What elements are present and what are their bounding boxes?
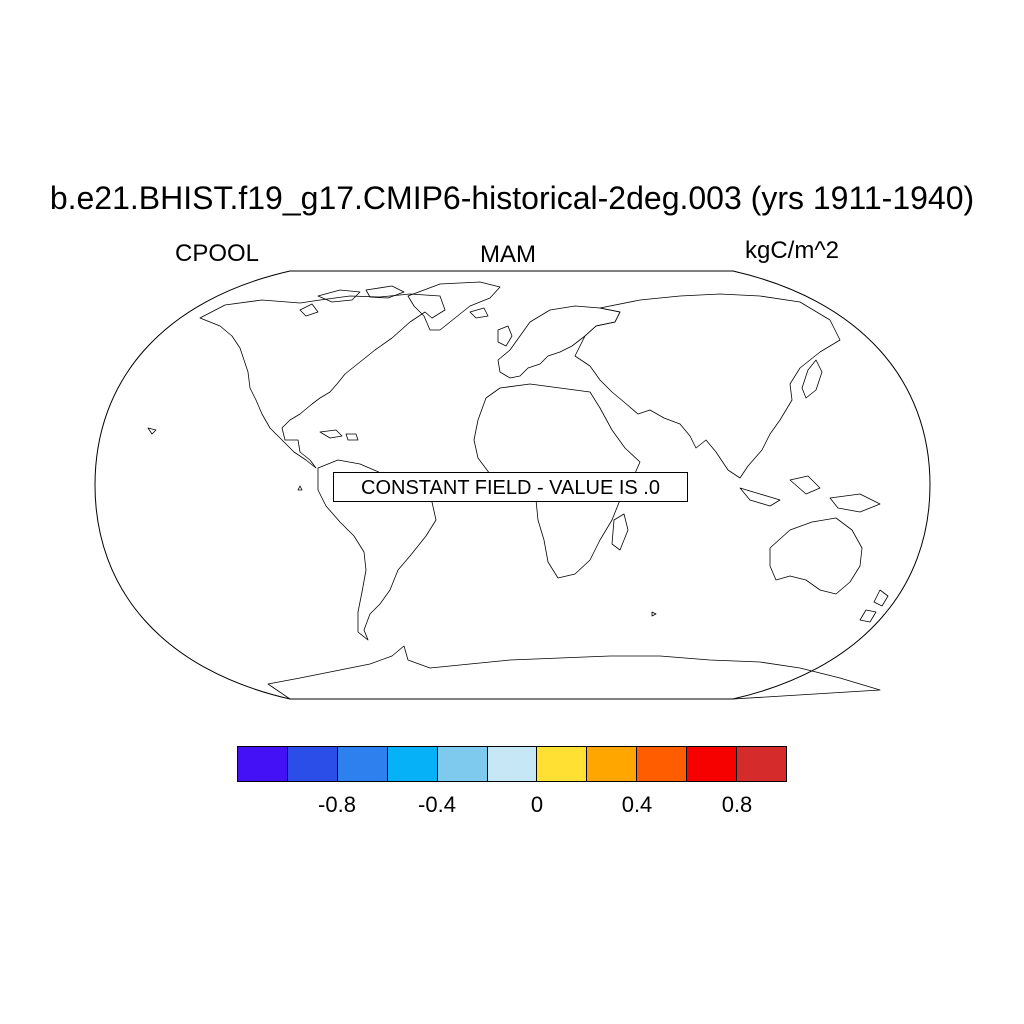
antarctica-coastline <box>267 645 881 700</box>
japan-coastline <box>801 359 823 399</box>
variable-label: CPOOL <box>175 240 260 267</box>
colorbar-box-10 <box>737 747 786 781</box>
colorbar-tick-label: 0.4 <box>621 792 653 817</box>
caribbean-islands-coastline <box>319 429 359 441</box>
map-title: b.e21.BHIST.f19_g17.CMIP6-historical-2de… <box>49 180 975 216</box>
colorbar-box-8 <box>637 747 688 781</box>
pacific-islands-coastline <box>147 427 657 617</box>
colorbar-box-9 <box>687 747 738 781</box>
british-isles-coastline <box>469 307 513 347</box>
australia-coastline <box>769 517 863 595</box>
colorbar-box-5 <box>487 747 538 781</box>
colorbar-tick-label: 0.8 <box>721 792 753 817</box>
colorbar <box>237 746 787 782</box>
arctic-islands-coastline <box>299 285 405 317</box>
new-zealand-coastline <box>859 589 889 623</box>
colorbar-tick-label: -0.4 <box>418 792 456 817</box>
colorbar-tick-label: -0.8 <box>318 792 356 817</box>
colorbar-box-7 <box>587 747 638 781</box>
colorbar-box-2 <box>337 747 388 781</box>
colorbar-box-1 <box>287 747 338 781</box>
colorbar-box-4 <box>437 747 488 781</box>
north-america-coastline <box>199 293 446 469</box>
colorbar-box-3 <box>387 747 438 781</box>
season-label: MAM <box>480 241 536 268</box>
colorbar-tick-label: 0 <box>530 792 544 817</box>
units-label: kgC/m^2 <box>745 237 839 264</box>
colorbar-box-0 <box>238 747 288 781</box>
constant-field-message: CONSTANT FIELD - VALUE IS .0 <box>333 472 688 502</box>
colorbar-box-6 <box>537 747 588 781</box>
maritime-continent-coastline <box>739 475 881 513</box>
asia-coastline <box>574 293 841 479</box>
madagascar-coastline <box>611 513 629 551</box>
greenland-coastline <box>407 281 501 331</box>
